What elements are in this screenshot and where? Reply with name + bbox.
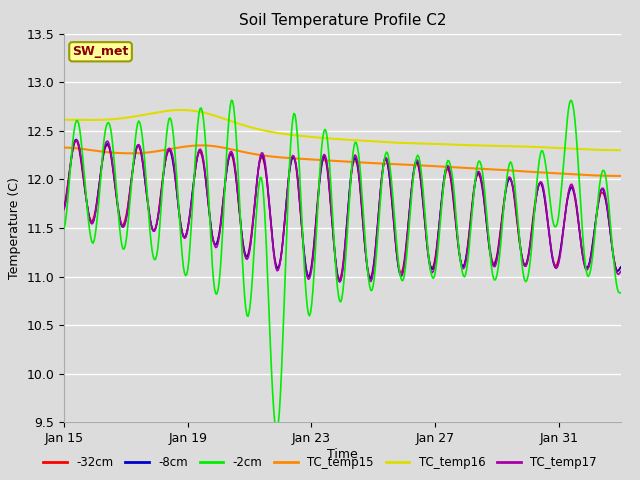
TC_temp17 <box>394 258 401 264</box>
-2cm <box>228 97 236 103</box>
-2cm <box>273 428 281 434</box>
-8cm <box>606 224 614 230</box>
-2cm <box>617 290 625 296</box>
TC_temp17 <box>329 228 337 234</box>
TC_temp17 <box>72 137 80 143</box>
TC_temp16 <box>605 147 612 153</box>
-32cm <box>326 189 333 195</box>
TC_temp15 <box>197 143 205 148</box>
TC_temp15 <box>393 161 401 167</box>
TC_temp15 <box>518 168 525 174</box>
TC_temp15 <box>60 144 68 150</box>
-8cm <box>336 279 344 285</box>
-8cm <box>364 266 371 272</box>
TC_temp16 <box>362 138 370 144</box>
-8cm <box>394 259 401 264</box>
-2cm <box>606 212 614 218</box>
Line: -2cm: -2cm <box>64 100 621 431</box>
-32cm <box>329 229 337 235</box>
Text: SW_met: SW_met <box>72 45 129 58</box>
-8cm <box>72 137 80 143</box>
Line: TC_temp16: TC_temp16 <box>64 110 621 150</box>
Line: -32cm: -32cm <box>64 141 621 279</box>
TC_temp17 <box>606 224 614 229</box>
-2cm <box>364 266 371 272</box>
-2cm <box>394 252 401 258</box>
-32cm <box>60 203 68 208</box>
-32cm <box>519 257 527 263</box>
TC_temp17 <box>364 267 371 273</box>
TC_temp17 <box>519 257 527 263</box>
TC_temp17 <box>336 279 344 285</box>
Y-axis label: Temperature (C): Temperature (C) <box>8 177 21 279</box>
Legend: -32cm, -8cm, -2cm, TC_temp15, TC_temp16, TC_temp17: -32cm, -8cm, -2cm, TC_temp15, TC_temp16,… <box>38 452 602 474</box>
-32cm <box>336 276 344 282</box>
-2cm <box>60 226 68 231</box>
-8cm <box>60 205 68 211</box>
-8cm <box>326 187 333 193</box>
-32cm <box>72 138 80 144</box>
-2cm <box>327 179 335 185</box>
TC_temp16 <box>326 136 333 142</box>
-8cm <box>519 257 527 263</box>
TC_temp15 <box>605 173 612 179</box>
TC_temp15 <box>617 173 625 179</box>
Line: TC_temp17: TC_temp17 <box>64 140 621 282</box>
Title: Soil Temperature Profile C2: Soil Temperature Profile C2 <box>239 13 446 28</box>
Line: TC_temp15: TC_temp15 <box>64 145 621 176</box>
TC_temp15 <box>326 158 333 164</box>
TC_temp15 <box>362 160 370 166</box>
TC_temp16 <box>393 140 401 145</box>
TC_temp16 <box>177 107 185 113</box>
X-axis label: Time: Time <box>327 448 358 461</box>
TC_temp16 <box>518 144 525 149</box>
TC_temp16 <box>617 147 625 153</box>
-2cm <box>519 266 527 272</box>
-8cm <box>617 264 625 270</box>
TC_temp17 <box>60 207 68 213</box>
-32cm <box>617 264 625 270</box>
-32cm <box>364 265 371 271</box>
-2cm <box>330 238 338 244</box>
Line: -8cm: -8cm <box>64 140 621 282</box>
TC_temp17 <box>617 269 625 275</box>
-32cm <box>606 224 614 229</box>
TC_temp15 <box>329 158 337 164</box>
TC_temp16 <box>329 136 337 142</box>
TC_temp17 <box>326 186 333 192</box>
-8cm <box>329 228 337 234</box>
TC_temp16 <box>60 117 68 122</box>
-32cm <box>394 258 401 264</box>
